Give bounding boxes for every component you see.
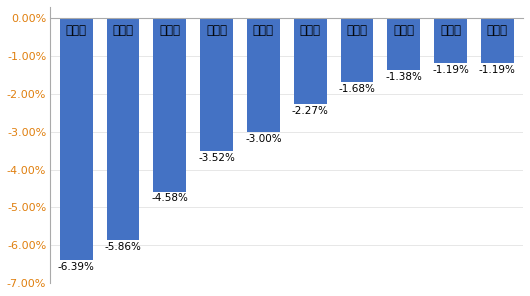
Bar <box>387 18 420 70</box>
Text: -2.27%: -2.27% <box>292 106 329 116</box>
Text: 第十个: 第十个 <box>487 24 508 37</box>
Text: -1.38%: -1.38% <box>385 73 422 82</box>
Text: -5.86%: -5.86% <box>104 242 142 252</box>
Text: -1.19%: -1.19% <box>479 65 516 75</box>
Text: 第九个: 第九个 <box>440 24 461 37</box>
Bar <box>247 18 280 132</box>
Bar <box>294 18 326 104</box>
Text: -1.68%: -1.68% <box>339 84 375 94</box>
Text: 第一个: 第一个 <box>66 24 87 37</box>
Text: 第八个: 第八个 <box>393 24 414 37</box>
Text: -6.39%: -6.39% <box>58 262 95 272</box>
Bar <box>481 18 514 63</box>
Bar <box>107 18 139 240</box>
Text: -4.58%: -4.58% <box>152 193 188 203</box>
Text: 第三个: 第三个 <box>160 24 180 37</box>
Bar <box>153 18 186 192</box>
Bar <box>341 18 373 82</box>
Text: 第二个: 第二个 <box>112 24 134 37</box>
Text: 第六个: 第六个 <box>299 24 321 37</box>
Text: -3.00%: -3.00% <box>245 134 281 144</box>
Text: 第四个: 第四个 <box>206 24 227 37</box>
Text: -3.52%: -3.52% <box>198 153 235 163</box>
Text: -1.19%: -1.19% <box>432 65 469 75</box>
Bar <box>60 18 93 260</box>
Text: 第五个: 第五个 <box>253 24 274 37</box>
Bar <box>434 18 467 63</box>
Bar <box>200 18 233 152</box>
Text: 第七个: 第七个 <box>347 24 367 37</box>
